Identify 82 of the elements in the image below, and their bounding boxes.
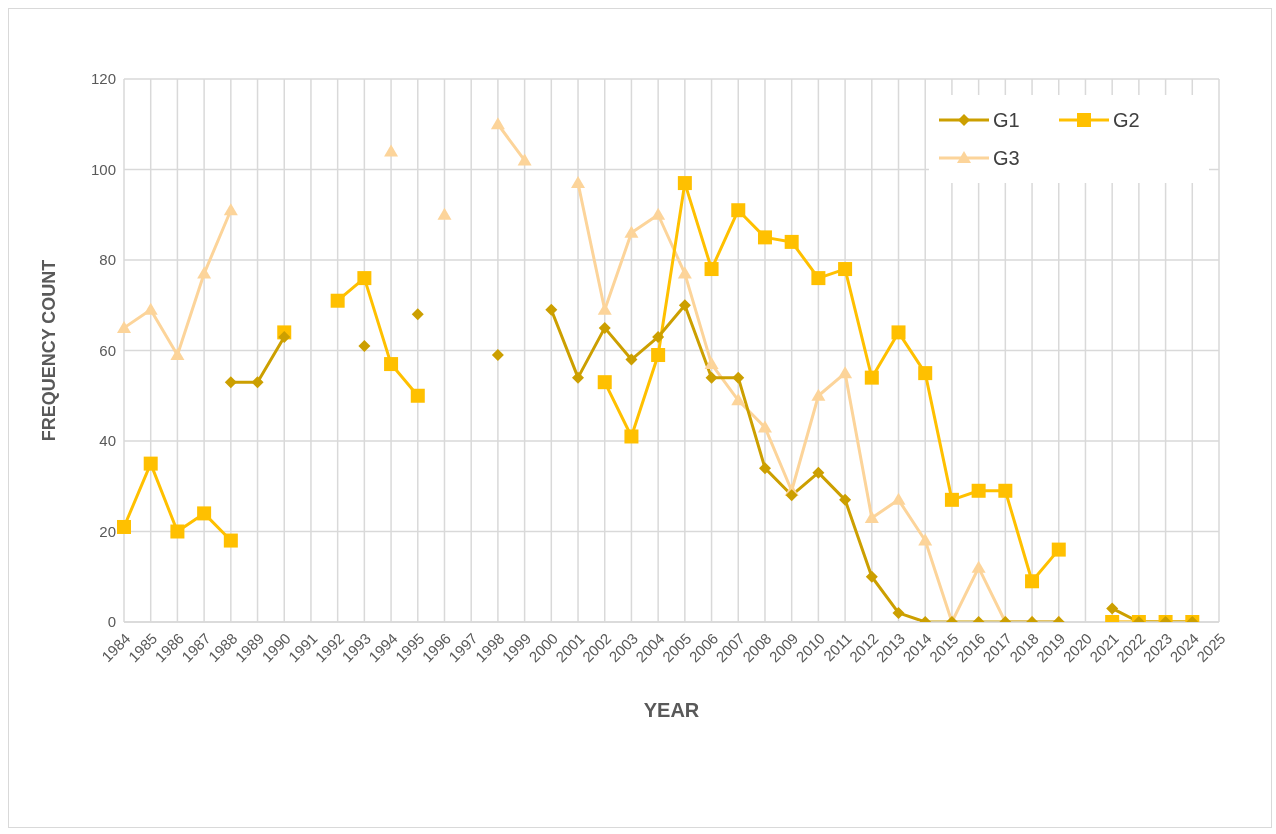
- point: [677, 266, 692, 279]
- point: [705, 371, 718, 384]
- point: [437, 207, 452, 220]
- point: [731, 203, 746, 218]
- point: [944, 492, 959, 507]
- point: [891, 325, 906, 340]
- point: [624, 429, 639, 444]
- point: [918, 533, 933, 546]
- point: [1051, 542, 1066, 557]
- point: [758, 462, 771, 475]
- y-tick-label: 20: [99, 522, 116, 540]
- point: [864, 370, 879, 385]
- point: [384, 144, 399, 157]
- point: [624, 225, 639, 238]
- point: [811, 271, 826, 286]
- point: [891, 492, 906, 505]
- point: [598, 321, 611, 334]
- point: [651, 348, 666, 363]
- point: [330, 293, 345, 308]
- point: [1106, 602, 1119, 615]
- point: [410, 388, 425, 403]
- point: [811, 388, 826, 401]
- point: [812, 466, 825, 479]
- point: [757, 230, 772, 245]
- point: [571, 176, 586, 189]
- point: [704, 357, 719, 370]
- point: [224, 376, 237, 389]
- point: [892, 606, 905, 619]
- point: [278, 330, 291, 343]
- y-tick-label: 80: [99, 251, 116, 269]
- y-tick-label: 60: [99, 341, 116, 359]
- point: [784, 234, 799, 249]
- point: [491, 349, 504, 362]
- legend-label: G3: [993, 146, 1020, 170]
- point: [197, 266, 212, 279]
- y-tick-label: 40: [99, 432, 116, 450]
- point: [572, 371, 585, 384]
- point: [597, 375, 612, 390]
- point: [731, 393, 746, 406]
- point: [517, 153, 532, 166]
- point: [117, 320, 131, 333]
- legend-label: G2: [1113, 108, 1140, 132]
- y-tick-label: 100: [90, 160, 116, 178]
- point: [170, 348, 185, 361]
- point: [838, 262, 853, 277]
- point: [838, 366, 853, 379]
- point: [864, 510, 879, 523]
- point: [384, 357, 399, 372]
- y-tick-label: 120: [90, 70, 116, 88]
- point: [117, 519, 131, 534]
- point: [223, 203, 238, 216]
- point: [490, 117, 505, 130]
- point: [223, 533, 238, 548]
- point: [971, 560, 986, 573]
- point: [651, 207, 666, 220]
- point: [732, 371, 745, 384]
- point: [704, 262, 719, 277]
- point: [678, 299, 691, 312]
- point: [357, 271, 372, 286]
- point: [865, 570, 878, 583]
- point: [652, 330, 665, 343]
- legend-label: G1: [993, 108, 1020, 132]
- point: [143, 456, 158, 471]
- point: [143, 302, 158, 315]
- y-axis-title: FREQUENCY COUNT: [39, 259, 60, 442]
- point: [545, 303, 558, 316]
- point: [839, 493, 852, 506]
- point: [358, 339, 371, 352]
- point: [785, 489, 798, 502]
- point: [197, 506, 212, 521]
- point: [998, 483, 1013, 498]
- x-axis-title: YEAR: [643, 699, 700, 721]
- point: [625, 353, 638, 366]
- point: [251, 376, 264, 389]
- point: [918, 366, 933, 381]
- point: [971, 483, 986, 498]
- y-tick-label: 0: [107, 613, 116, 631]
- point: [411, 308, 424, 321]
- point: [677, 176, 692, 191]
- point: [1025, 574, 1040, 589]
- point: [170, 524, 185, 539]
- point: [757, 420, 772, 433]
